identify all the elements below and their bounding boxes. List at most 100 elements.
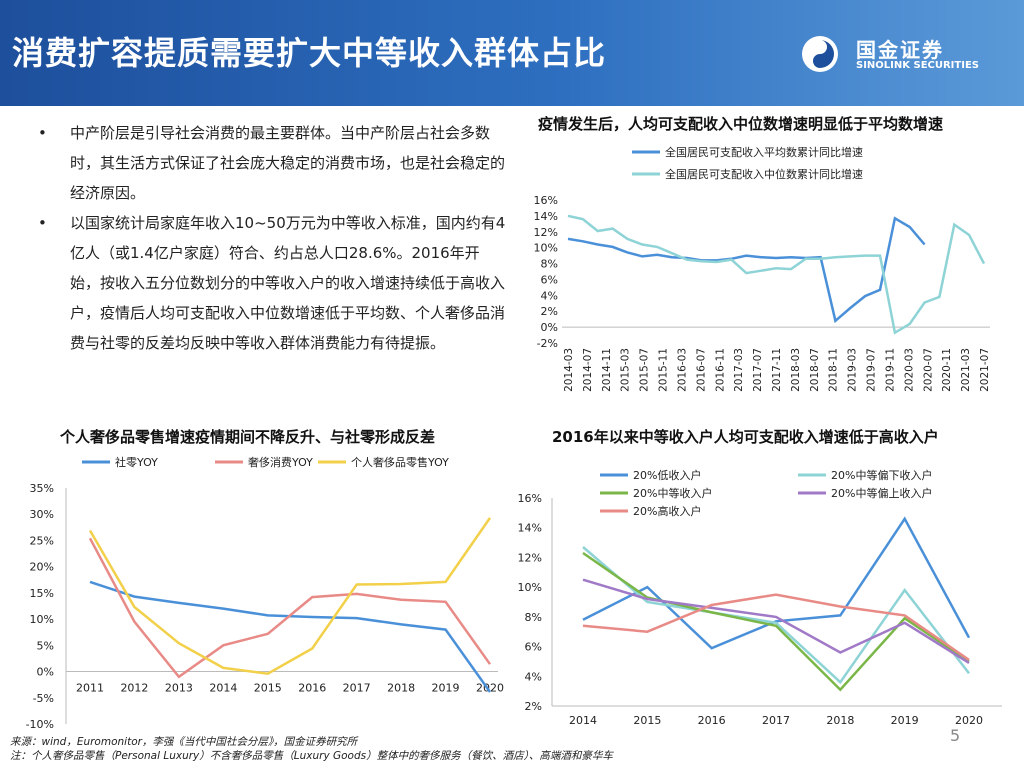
x-tick-label: 2011 (76, 682, 104, 695)
x-tick-label: 2014-11 (601, 348, 613, 392)
footer-notes: 来源：wind，Euromonitor，李强《当代中国社会分层》，国金证券研究所… (10, 735, 613, 763)
x-tick-label: 2014 (569, 714, 597, 727)
x-tick-label: 2019 (891, 714, 919, 727)
x-tick-label: 2021-03 (960, 348, 972, 392)
series-line (567, 216, 926, 324)
sinolink-logo-icon (802, 36, 838, 72)
x-tick-label: 2014-03 (563, 348, 575, 392)
x-tick-label: 2012 (120, 682, 148, 695)
legend-label: 社零YOY (115, 455, 158, 469)
x-tick-label: 2020-03 (903, 348, 915, 392)
y-tick-label: -10% (26, 718, 54, 731)
company-logo: 国金证券 SINOLINK SECURITIES (800, 34, 1000, 78)
x-tick-label: 2014-07 (582, 348, 594, 392)
y-tick-label: 35% (30, 482, 54, 495)
legend-label: 20%低收入户 (633, 468, 701, 482)
series-line (582, 546, 970, 685)
bullet-list: • 中产阶层是引导社会消费的最主要群体。当中产阶层占社会多数时，其生活方式保证了… (38, 118, 508, 358)
x-tick-label: 2017-11 (771, 348, 783, 392)
header-banner: 消费扩容提质需要扩大中等收入群体占比 国金证券 SINOLINK SECURIT… (0, 0, 1024, 106)
x-tick-label: 2019-07 (866, 348, 878, 392)
x-tick-label: 2019 (432, 682, 460, 695)
y-tick-label: 20% (30, 561, 54, 574)
bullet-mark: • (38, 214, 47, 232)
page-number: 5 (950, 726, 961, 745)
bullet-item: • 以国家统计局家庭年收入10~50万元为中等收入标准，国内约有4亿人（或1.4… (38, 208, 508, 358)
y-tick-label: 5% (37, 639, 54, 652)
y-tick-label: 30% (30, 508, 54, 521)
legend-label: 20%中等偏上收入户 (831, 486, 932, 500)
chart2-title: 个人奢侈品零售增速疫情期间不降反升、与社零形成反差 (60, 428, 436, 446)
legend-label: 个人奢侈品零售YOY (351, 455, 449, 469)
bullet-item: • 中产阶层是引导社会消费的最主要群体。当中产阶层占社会多数时，其生活方式保证了… (38, 118, 508, 208)
y-tick-label: 14% (534, 210, 558, 223)
x-tick-label: 2015-07 (639, 348, 651, 392)
x-tick-label: 2018 (387, 682, 415, 695)
series-line (88, 517, 492, 675)
x-tick-label: 2015-03 (620, 348, 632, 392)
series-line (582, 593, 970, 661)
logo-text-cn: 国金证券 (856, 38, 944, 62)
x-tick-label: 2018 (826, 714, 854, 727)
y-tick-label: 0% (541, 321, 558, 334)
x-tick-label: 2021-07 (979, 348, 991, 392)
series-line (88, 537, 492, 679)
series-line (567, 214, 986, 335)
series-line (582, 578, 970, 664)
x-tick-label: 2016-03 (676, 348, 688, 392)
x-tick-label: 2015-11 (658, 348, 670, 392)
bullet-text: 以国家统计局家庭年收入10~50万元为中等收入标准，国内约有4亿人（或1.4亿户… (70, 214, 506, 352)
x-tick-label: 2017-03 (733, 348, 745, 392)
x-tick-label: 2017-07 (752, 348, 764, 392)
y-tick-label: 8% (541, 258, 558, 271)
x-tick-label: 2014 (209, 682, 237, 695)
source-note: 来源：wind，Euromonitor，李强《当代中国社会分层》，国金证券研究所 (10, 736, 358, 748)
y-tick-label: 6% (541, 273, 558, 286)
y-tick-label: 2% (541, 305, 558, 318)
x-tick-label: 2020-07 (922, 348, 934, 392)
y-tick-label: 6% (525, 641, 542, 654)
y-tick-label: -2% (537, 337, 558, 350)
y-tick-label: 15% (30, 587, 54, 600)
y-tick-label: -5% (33, 692, 54, 705)
bullet-text: 中产阶层是引导社会消费的最主要群体。当中产阶层占社会多数时，其生活方式保证了社会… (70, 124, 506, 202)
x-tick-label: 2018-03 (790, 348, 802, 392)
legend-label: 20%中等收入户 (633, 486, 712, 500)
x-tick-label: 2018-11 (828, 348, 840, 392)
x-tick-label: 2020 (955, 714, 983, 727)
x-tick-label: 2015 (633, 714, 661, 727)
x-tick-label: 2016-11 (714, 348, 726, 392)
chart3-income-quintiles: 20%低收入户 20%中等偏下收入户 20%中等收入户 20%中等偏上收入户 20%高收… (518, 468, 1002, 727)
chart3-title: 2016年以来中等收入户人均可支配收入增速低于高收入户 (552, 428, 939, 446)
y-tick-label: 14% (518, 522, 542, 535)
series-line (582, 516, 971, 650)
x-tick-label: 2019-03 (847, 348, 859, 392)
bullet-mark: • (38, 124, 47, 142)
y-tick-label: 16% (534, 194, 558, 207)
y-tick-label: 10% (30, 613, 54, 626)
y-tick-label: 4% (541, 289, 558, 302)
y-tick-label: 10% (534, 242, 558, 255)
y-tick-label: 8% (525, 611, 542, 624)
x-tick-label: 2013 (165, 682, 193, 695)
y-tick-label: 12% (534, 226, 558, 239)
legend-label: 全国居民可支配收入平均数累计同比增速 (665, 145, 863, 159)
chart2-luxury-vs-retail: 社零YOY 奢侈消费YOY 个人奢侈品零售YOY 35% 30% 25% 20% 15% 10%… (26, 455, 504, 731)
legend-label: 全国居民可支配收入中位数累计同比增速 (665, 167, 863, 181)
y-tick-label: 0% (37, 666, 54, 679)
series-line (582, 551, 970, 692)
x-tick-label: 2017 (343, 682, 371, 695)
x-tick-label: 2020 (476, 682, 504, 695)
legend-label: 奢侈消费YOY (248, 455, 313, 469)
x-tick-label: 2019-11 (884, 348, 896, 392)
x-tick-label: 2016 (298, 682, 326, 695)
footnote: 注：个人奢侈品零售（Personal Luxury）不含奢侈品零售（Luxury… (10, 750, 613, 762)
y-tick-label: 2% (525, 700, 542, 713)
x-tick-label: 2017 (762, 714, 790, 727)
x-tick-label: 2018-07 (809, 348, 821, 392)
chart1-title: 疫情发生后，人均可支配收入中位数增速明显低于平均数增速 (538, 115, 944, 133)
x-tick-label: 2020-11 (941, 348, 953, 392)
legend-label: 20%高收入户 (633, 504, 701, 518)
page-title: 消费扩容提质需要扩大中等收入群体占比 (12, 34, 607, 72)
